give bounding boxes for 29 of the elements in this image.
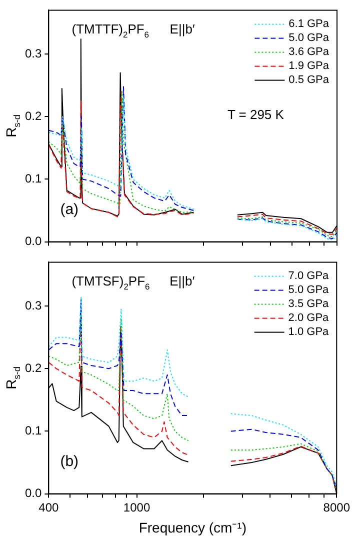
annotation: E||b′ [170,273,196,288]
annotation: E||b′ [170,21,196,36]
y-tick-label: 0.3 [24,298,42,312]
y-axis-title: Rs-d [3,114,22,138]
x-tick-label: 400 [38,500,60,514]
x-tick-label: 8000 [323,500,350,514]
y-tick-label: 0.0 [24,486,42,500]
x-tick-label: 1000 [123,500,150,514]
legend-label: 6.1 GPa [288,18,330,30]
x-axis-title: Frequency (cm⁻¹) [138,519,247,536]
legend-label: 5.0 GPa [288,32,330,44]
annotation: T = 295 K [227,107,284,122]
y-tick-label: 0.1 [24,172,42,186]
legend-label: 5.0 GPa [288,284,330,296]
y-tick-label: 0.3 [24,46,42,60]
y-tick-label: 0.0 [24,234,42,248]
y-tick-label: 0.2 [24,360,42,375]
legend-label: 3.5 GPa [288,298,330,310]
legend-label: 2.0 GPa [288,312,330,324]
legend-label: 1.0 GPa [288,326,330,338]
y-axis-title: Rs-d [3,366,22,390]
legend-label: 1.9 GPa [288,60,330,72]
annotation: (b) [60,453,79,470]
y-tick-label: 0.1 [24,424,42,438]
annotation: (a) [60,201,79,218]
legend-label: 3.6 GPa [288,46,330,58]
y-tick-label: 0.2 [24,108,42,123]
legend-label: 7.0 GPa [288,270,330,282]
legend-label: 0.5 GPa [288,74,330,86]
